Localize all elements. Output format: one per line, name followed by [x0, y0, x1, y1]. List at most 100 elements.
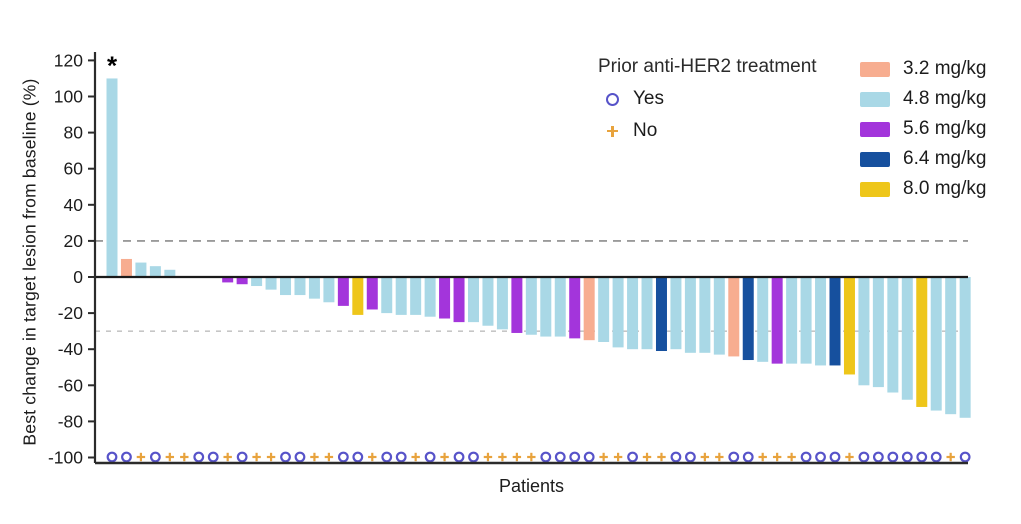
bar [872, 277, 884, 388]
y-tick-label: -20 [58, 303, 84, 323]
prior-yes-circle-icon [106, 451, 118, 463]
bar [684, 277, 696, 353]
prior-yes-circle-icon [149, 451, 161, 463]
bar [525, 277, 537, 335]
y-tick-label: -100 [48, 448, 83, 468]
bar [352, 277, 364, 315]
bar [627, 277, 639, 350]
bar [308, 277, 320, 299]
bar [410, 277, 422, 315]
y-tick-label: 60 [64, 159, 84, 179]
legend-dose-item: 8.0 mg/kg [860, 178, 986, 200]
y-tick-label: 40 [64, 195, 84, 215]
prior-yes-circle-icon [872, 451, 884, 463]
prior-yes-circle-icon [381, 451, 393, 463]
dose-label: 3.2 mg/kg [903, 58, 987, 79]
bar [843, 277, 855, 375]
bar [858, 277, 870, 386]
dose-label: 5.6 mg/kg [903, 118, 987, 139]
bar [786, 277, 798, 364]
prior-yes-circle-icon [829, 451, 841, 463]
legend-item-yes: Yes [606, 88, 817, 110]
plus-icon [606, 125, 619, 138]
bar [222, 277, 234, 283]
bar [829, 277, 841, 366]
bar [366, 277, 378, 310]
bar [728, 277, 740, 357]
y-tick-label: 0 [73, 267, 83, 287]
dose-swatch-icon [860, 121, 890, 137]
bar [381, 277, 393, 314]
bar [323, 277, 335, 303]
prior-yes-circle-icon [858, 451, 870, 463]
bar [395, 277, 407, 315]
prior-yes-circle-icon [959, 451, 971, 463]
prior-yes-circle-icon [193, 451, 205, 463]
prior-yes-circle-icon [395, 451, 407, 463]
y-tick-label: 20 [64, 231, 84, 251]
bar [496, 277, 508, 330]
prior-yes-circle-icon [728, 451, 740, 463]
bar [771, 277, 783, 364]
dose-swatch-icon [860, 91, 890, 107]
prior-yes-circle-icon [742, 451, 754, 463]
legend-item-no-label: No [633, 120, 658, 141]
bar [554, 277, 566, 337]
bar [670, 277, 682, 350]
bar [236, 277, 248, 285]
x-axis-title: Patients [498, 476, 565, 496]
bar [901, 277, 913, 400]
y-tick-label: 100 [54, 87, 83, 107]
bar [598, 277, 610, 342]
bar [959, 277, 971, 418]
prior-yes-circle-icon [468, 451, 479, 463]
star-annotation: * [107, 50, 118, 80]
bar [453, 277, 465, 323]
prior-yes-circle-icon [583, 451, 595, 463]
bar [612, 277, 624, 348]
y-tick-label: 120 [54, 50, 83, 70]
prior-yes-circle-icon [540, 451, 552, 463]
prior-yes-circle-icon [294, 451, 306, 463]
bar [699, 277, 711, 353]
prior-yes-circle-icon [337, 451, 349, 463]
dose-label: 4.8 mg/kg [903, 88, 987, 109]
bar [945, 277, 957, 415]
dose-swatch-icon [860, 61, 890, 77]
bar [439, 277, 451, 319]
legend-item-no: No [606, 120, 817, 142]
y-axis-title: Best change in target lesion from baseli… [19, 78, 40, 446]
prior-yes-circle-icon [236, 451, 248, 463]
bar [135, 262, 147, 277]
dose-swatch-icon [860, 181, 890, 197]
prior-yes-circle-icon [569, 451, 581, 463]
bar [251, 277, 263, 287]
prior-yes-circle-icon [887, 451, 899, 463]
bar [540, 277, 552, 337]
bar [265, 277, 277, 290]
bar [120, 258, 132, 277]
circle-icon [606, 92, 619, 106]
bar [713, 277, 725, 355]
prior-yes-circle-icon [627, 451, 638, 463]
prior-yes-circle-icon [121, 451, 132, 463]
y-tick-label: -80 [58, 411, 84, 431]
bar [468, 277, 479, 323]
prior-yes-circle-icon [280, 451, 291, 463]
dose-label: 6.4 mg/kg [903, 148, 987, 169]
y-tick-label: -40 [58, 339, 84, 359]
legend-prior-treatment: Prior anti-HER2 treatment Yes No [598, 56, 817, 152]
prior-yes-circle-icon [800, 451, 812, 463]
legend-dose-item: 6.4 mg/kg [860, 148, 986, 170]
prior-yes-circle-icon [815, 451, 826, 463]
bar [641, 277, 653, 350]
prior-yes-circle-icon [901, 451, 913, 463]
bar [655, 277, 667, 352]
prior-yes-circle-icon [930, 451, 942, 463]
bar [149, 266, 161, 277]
legend-dose-item: 5.6 mg/kg [860, 118, 986, 140]
y-tick-label: -60 [58, 375, 84, 395]
dose-label: 8.0 mg/kg [903, 178, 987, 199]
